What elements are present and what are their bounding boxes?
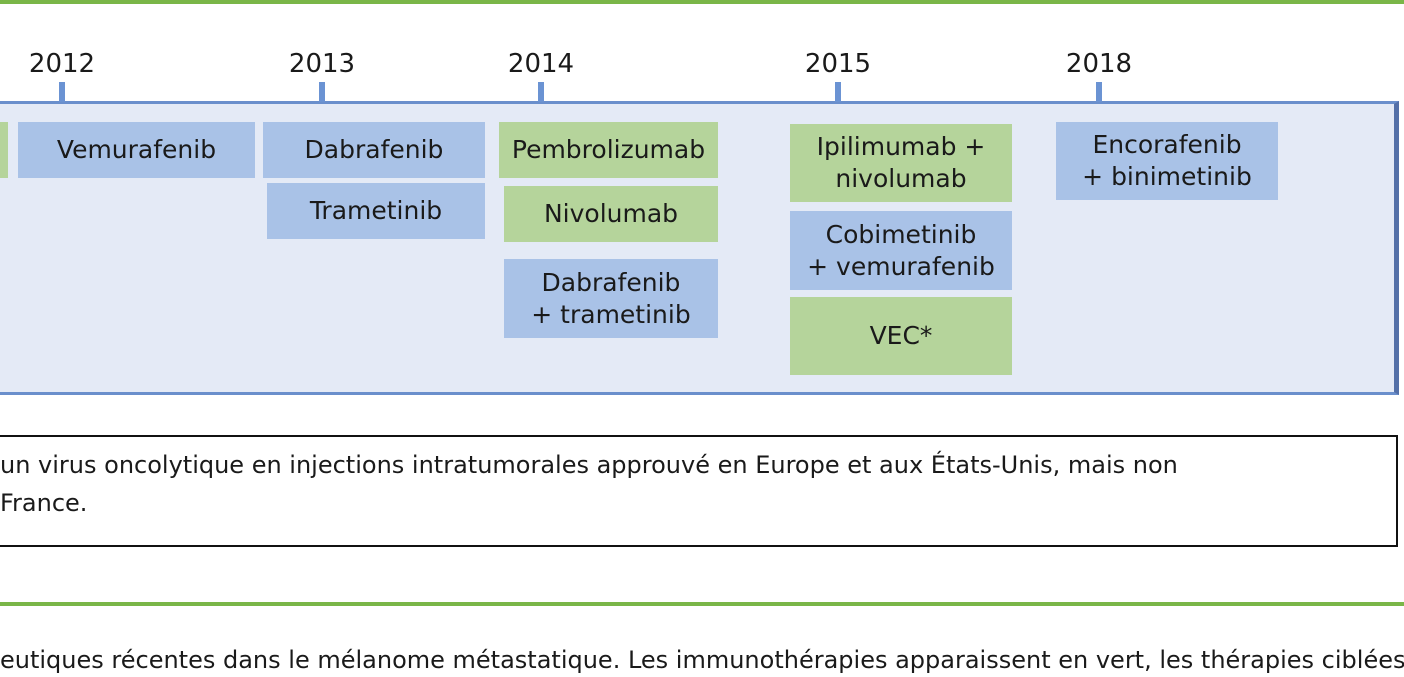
year-label: 2013 bbox=[288, 49, 356, 79]
drug-name: + trametinib bbox=[531, 299, 691, 329]
drug-name: Pembrolizumab bbox=[511, 135, 706, 164]
year-label: 2015 bbox=[804, 49, 872, 79]
note-text: un virus oncolytique en injections intra… bbox=[0, 451, 1178, 479]
drug-box: Cobimetinib + vemurafenib bbox=[790, 211, 1012, 290]
drug-box: Encorafenib + binimetinib bbox=[1056, 122, 1278, 200]
drug-name: VEC* bbox=[869, 321, 933, 350]
cut-box bbox=[0, 122, 8, 178]
drug-name: nivolumab bbox=[835, 164, 967, 193]
note-text: France. bbox=[0, 489, 88, 517]
rule-bottom bbox=[0, 602, 1404, 606]
drug-name: Vemurafenib bbox=[56, 135, 217, 164]
drug-name: Dabrafenib bbox=[304, 135, 444, 164]
drug-name: Dabrafenib bbox=[541, 267, 681, 297]
drug-name: Trametinib bbox=[309, 196, 443, 225]
drug-name: + vemurafenib bbox=[807, 251, 995, 281]
year-label: 2012 bbox=[28, 49, 96, 79]
note-box bbox=[0, 435, 1398, 547]
year-tick bbox=[319, 82, 325, 102]
year-tick bbox=[538, 82, 544, 102]
drug-box: Trametinib bbox=[267, 183, 485, 239]
drug-name: Ipilimumab + bbox=[816, 132, 986, 161]
year-tick bbox=[59, 82, 65, 102]
drug-box: Vemurafenib bbox=[18, 122, 255, 178]
drug-box: Pembrolizumab bbox=[499, 122, 718, 178]
year-tick bbox=[835, 82, 841, 102]
drug-box: VEC* bbox=[790, 297, 1012, 375]
rule-top bbox=[0, 0, 1404, 4]
drug-box: Nivolumab bbox=[504, 186, 718, 242]
drug-box: Dabrafenib + trametinib bbox=[504, 259, 718, 338]
drug-box: Ipilimumab + nivolumab bbox=[790, 124, 1012, 202]
drug-name: Cobimetinib bbox=[825, 219, 977, 249]
year-tick bbox=[1096, 82, 1102, 102]
drug-name: Nivolumab bbox=[543, 199, 679, 228]
year-label: 2014 bbox=[507, 49, 575, 79]
year-label: 2018 bbox=[1065, 49, 1133, 79]
drug-name: + binimetinib bbox=[1082, 162, 1252, 191]
caption: eutiques récentes dans le mélanome métas… bbox=[0, 646, 1404, 674]
drug-box: Dabrafenib bbox=[263, 122, 485, 178]
drug-name: Encorafenib bbox=[1092, 130, 1242, 159]
